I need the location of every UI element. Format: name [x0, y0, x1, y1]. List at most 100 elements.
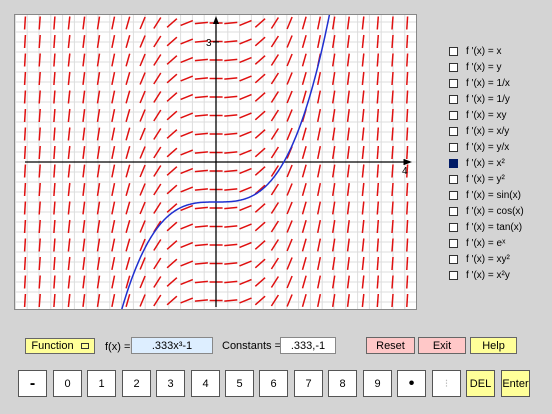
checkbox[interactable] — [449, 254, 458, 264]
reset-button[interactable]: Reset — [366, 337, 415, 354]
option-12[interactable]: f '(x) = eˣ — [446, 236, 550, 250]
constants-input[interactable]: .333,-1 — [280, 337, 336, 354]
key-2[interactable]: 2 — [122, 370, 151, 397]
slope-segment — [254, 295, 266, 306]
key-6[interactable]: 6 — [259, 370, 288, 397]
key-comma[interactable]: ⁝ — [432, 370, 461, 397]
option-7[interactable]: f '(x) = x² — [446, 156, 550, 170]
key-3[interactable]: 3 — [156, 370, 185, 397]
option-6[interactable]: f '(x) = y/x — [446, 140, 550, 154]
checkbox[interactable] — [449, 142, 458, 152]
slope-segment — [125, 145, 131, 160]
option-3[interactable]: f '(x) = 1/y — [446, 92, 550, 106]
exit-button[interactable]: Exit — [418, 337, 466, 354]
slope-segment — [139, 220, 146, 233]
slope-segment — [194, 77, 208, 80]
slope-segment — [180, 130, 194, 138]
slope-segment — [139, 257, 146, 270]
slope-segment — [361, 201, 365, 215]
slope-segment — [153, 128, 162, 140]
slope-segment — [361, 145, 365, 160]
slope-segment — [239, 56, 252, 64]
option-14[interactable]: f '(x) = x²y — [446, 268, 550, 282]
slope-segment — [376, 71, 380, 86]
slope-segment — [316, 293, 322, 308]
option-13[interactable]: f '(x) = xy² — [446, 252, 550, 266]
slope-segment — [194, 21, 208, 25]
option-11[interactable]: f '(x) = tan(x) — [446, 220, 550, 234]
slope-segment — [239, 167, 252, 175]
checkbox[interactable] — [449, 190, 458, 200]
slope-segment — [96, 90, 101, 104]
checkbox[interactable] — [449, 174, 458, 184]
slope-segment — [254, 221, 266, 232]
slope-segment — [361, 256, 365, 271]
slope-segment — [82, 294, 86, 307]
slope-segment — [346, 257, 350, 270]
checkbox[interactable] — [449, 238, 458, 248]
checkbox[interactable] — [449, 270, 458, 280]
key-7[interactable]: 7 — [294, 370, 323, 397]
key-enter[interactable]: Enter — [501, 370, 530, 397]
slope-segment — [346, 146, 350, 159]
slope-segment — [23, 293, 27, 308]
slope-segment — [224, 114, 238, 117]
option-0[interactable]: f '(x) = x — [446, 44, 550, 58]
fx-input[interactable]: .333x³-1 — [131, 337, 213, 354]
option-5[interactable]: f '(x) = x/y — [446, 124, 550, 138]
help-button[interactable]: Help — [470, 337, 517, 354]
option-10[interactable]: f '(x) = cos(x) — [446, 204, 550, 218]
checkbox[interactable] — [449, 94, 458, 104]
slope-segment — [316, 145, 322, 160]
x-axis-arrow — [404, 159, 412, 165]
key-1[interactable]: 1 — [87, 370, 116, 397]
checkbox[interactable] — [449, 158, 458, 168]
slope-segment — [139, 127, 146, 141]
slope-segment — [125, 127, 131, 141]
checkbox[interactable] — [449, 62, 458, 72]
slope-segment — [125, 53, 131, 67]
slope-segment — [406, 275, 409, 289]
slope-segment — [346, 127, 350, 141]
slope-segment — [254, 258, 266, 269]
checkbox[interactable] — [449, 222, 458, 232]
key-9[interactable]: 9 — [363, 370, 392, 397]
option-4[interactable]: f '(x) = xy — [446, 108, 550, 122]
slope-segment — [224, 262, 238, 265]
option-9[interactable]: f '(x) = sin(x) — [446, 188, 550, 202]
function-button[interactable]: Function — [25, 338, 95, 354]
slope-segment — [391, 53, 394, 67]
slope-segment — [139, 16, 146, 30]
slope-segment — [153, 183, 162, 196]
slope-segment — [361, 293, 365, 308]
option-2[interactable]: f '(x) = 1/x — [446, 76, 550, 90]
key-minus[interactable]: - — [18, 370, 47, 397]
slope-segment — [111, 34, 116, 49]
option-1[interactable]: f '(x) = y — [446, 60, 550, 74]
slope-segment — [38, 16, 41, 30]
checkbox[interactable] — [449, 110, 458, 120]
checkbox[interactable] — [449, 126, 458, 136]
key-0[interactable]: 0 — [53, 370, 82, 397]
option-8[interactable]: f '(x) = y² — [446, 172, 550, 186]
slope-segment — [286, 127, 293, 141]
checkbox[interactable] — [449, 206, 458, 216]
key-5[interactable]: 5 — [225, 370, 254, 397]
key-decimal[interactable]: • — [397, 370, 426, 397]
slope-segment — [224, 151, 238, 154]
slope-segment — [38, 293, 41, 308]
checkbox[interactable] — [449, 78, 458, 88]
key-4[interactable]: 4 — [191, 370, 220, 397]
slope-segment — [53, 293, 56, 308]
key-delete[interactable]: DEL — [466, 370, 495, 397]
slope-segment — [406, 53, 409, 67]
slope-segment — [194, 206, 208, 210]
checkbox[interactable] — [449, 46, 458, 56]
slope-segment — [180, 204, 194, 212]
slope-segment — [194, 262, 208, 265]
slope-segment — [346, 109, 350, 122]
slope-segment — [331, 201, 336, 215]
key-8[interactable]: 8 — [328, 370, 357, 397]
slope-segment — [301, 256, 307, 271]
slope-segment — [286, 53, 293, 67]
